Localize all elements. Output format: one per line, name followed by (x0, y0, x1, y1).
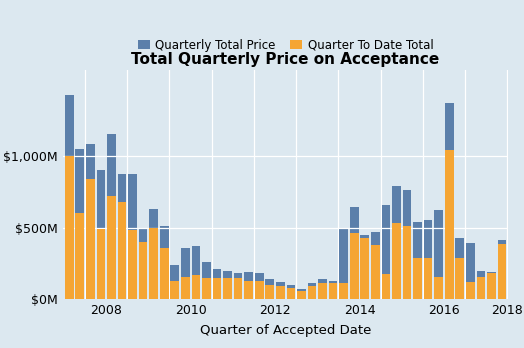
Bar (192, 246, 200, 299)
Bar (96, 170, 105, 299)
Bar (413, 222, 422, 299)
Bar (86, 179, 95, 299)
Bar (297, 289, 305, 299)
Bar (424, 220, 432, 299)
Bar (223, 271, 232, 299)
Bar (487, 272, 496, 299)
Bar (476, 277, 485, 299)
Bar (318, 279, 327, 299)
Bar (340, 229, 348, 299)
Bar (244, 280, 253, 299)
Bar (266, 279, 274, 299)
Bar (413, 258, 422, 299)
Bar (361, 235, 369, 299)
Bar (424, 258, 432, 299)
Bar (149, 209, 158, 299)
Bar (223, 278, 232, 299)
Bar (381, 274, 390, 299)
Bar (255, 280, 264, 299)
Bar (350, 233, 358, 299)
Bar (213, 269, 221, 299)
Bar (361, 238, 369, 299)
Bar (213, 278, 221, 299)
Bar (487, 274, 496, 299)
Bar (107, 134, 116, 299)
Bar (402, 190, 411, 299)
Bar (308, 284, 316, 299)
Bar (498, 244, 506, 299)
Bar (65, 156, 73, 299)
Bar (329, 283, 337, 299)
Bar (65, 95, 73, 299)
Bar (181, 247, 190, 299)
Bar (170, 280, 179, 299)
Bar (202, 278, 211, 299)
Bar (340, 284, 348, 299)
Bar (434, 277, 443, 299)
Bar (234, 278, 243, 299)
Bar (297, 291, 305, 299)
Bar (287, 285, 295, 299)
Bar (455, 258, 464, 299)
Bar (371, 232, 379, 299)
Bar (445, 150, 453, 299)
Bar (139, 242, 147, 299)
Bar (160, 226, 169, 299)
Bar (75, 213, 84, 299)
Bar (96, 229, 105, 299)
Bar (329, 280, 337, 299)
Bar (498, 240, 506, 299)
Bar (434, 210, 443, 299)
Bar (392, 186, 401, 299)
Legend: Quarterly Total Price, Quarter To Date Total: Quarterly Total Price, Quarter To Date T… (133, 34, 438, 57)
Bar (181, 277, 190, 299)
Bar (107, 196, 116, 299)
Bar (371, 245, 379, 299)
Bar (350, 207, 358, 299)
Bar (466, 282, 475, 299)
Bar (381, 205, 390, 299)
Bar (118, 174, 126, 299)
Bar (402, 226, 411, 299)
Bar (244, 272, 253, 299)
Bar (476, 271, 485, 299)
Bar (445, 103, 453, 299)
Bar (276, 282, 285, 299)
Bar (160, 247, 169, 299)
Bar (118, 201, 126, 299)
X-axis label: Quarter of Accepted Date: Quarter of Accepted Date (200, 324, 372, 337)
Bar (202, 262, 211, 299)
Bar (234, 274, 243, 299)
Bar (466, 243, 475, 299)
Bar (392, 223, 401, 299)
Bar (455, 238, 464, 299)
Bar (287, 288, 295, 299)
Bar (308, 286, 316, 299)
Bar (170, 265, 179, 299)
Bar (192, 275, 200, 299)
Title: Total Quarterly Price on Acceptance: Total Quarterly Price on Acceptance (132, 52, 440, 67)
Bar (75, 149, 84, 299)
Bar (266, 285, 274, 299)
Bar (276, 286, 285, 299)
Bar (128, 174, 137, 299)
Bar (128, 230, 137, 299)
Bar (318, 283, 327, 299)
Bar (255, 274, 264, 299)
Bar (139, 229, 147, 299)
Bar (86, 144, 95, 299)
Bar (149, 228, 158, 299)
